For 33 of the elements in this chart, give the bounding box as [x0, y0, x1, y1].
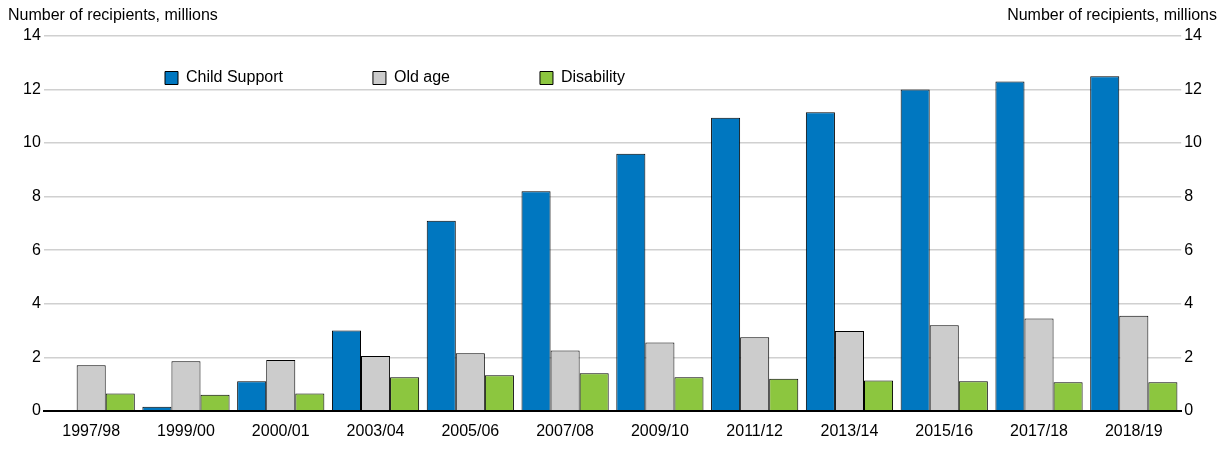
x-tick-label: 2009/10	[630, 421, 689, 439]
y2-tick-label: 10	[1184, 133, 1203, 151]
y2-axis-title: Number of recipients, millions	[1007, 6, 1217, 24]
y2-tick-label: 12	[1184, 79, 1203, 97]
y2-tick-label: 4	[1184, 294, 1194, 312]
legend-label: Child Support	[186, 68, 284, 86]
x-tick-label: 1997/98	[62, 421, 121, 439]
x-tick-label: 2017/18	[1010, 421, 1069, 439]
legend-label: Disability	[560, 68, 625, 86]
y-tick-label: 8	[31, 187, 41, 205]
x-tick-label: 2018/19	[1104, 421, 1163, 439]
y-tick-label: 14	[23, 26, 41, 44]
y-tick-label: 12	[23, 79, 41, 97]
x-tick-label: 2000/01	[251, 421, 310, 439]
x-tick-label: 1999/00	[157, 421, 215, 439]
y-tick-label: 10	[23, 133, 41, 151]
y-tick-label: 0	[31, 401, 41, 419]
y2-tick-label: 14	[1184, 26, 1203, 44]
x-tick-label: 2015/16	[915, 421, 974, 439]
x-tick-label: 2007/08	[536, 421, 595, 439]
y2-tick-label: 6	[1184, 240, 1194, 258]
y2-tick-label: 0	[1184, 401, 1194, 419]
y2-tick-label: 2	[1184, 347, 1194, 365]
x-tick-label: 2005/06	[441, 421, 500, 439]
y-tick-label: 2	[31, 347, 41, 365]
x-tick-label: 2011/12	[726, 421, 784, 439]
y-tick-label: 4	[31, 294, 41, 312]
y-tick-label: 6	[31, 240, 41, 258]
y-axis-title: Number of recipients, millions	[8, 6, 218, 24]
legend-label: Old age	[393, 68, 451, 86]
x-tick-label: 2013/14	[820, 421, 879, 439]
x-tick-label: 2003/04	[346, 421, 405, 439]
y2-tick-label: 8	[1184, 187, 1194, 205]
